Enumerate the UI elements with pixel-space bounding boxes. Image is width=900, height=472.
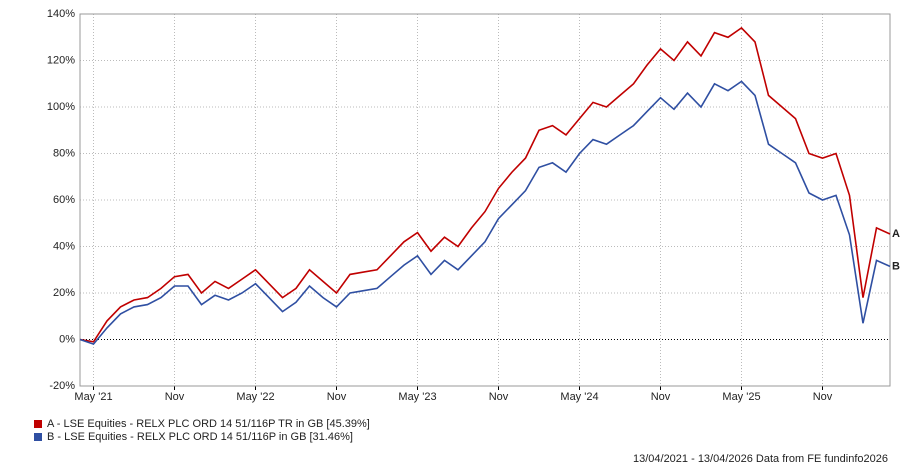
x-tick-label: Nov [813, 391, 833, 403]
x-tick-label: May '22 [236, 391, 274, 403]
series-line [79, 80, 891, 346]
x-tick-label: Nov [165, 391, 185, 403]
legend-swatch [34, 420, 42, 428]
legend-swatch [34, 433, 42, 441]
y-tick-label: -20% [49, 380, 75, 392]
y-tick-label: 0% [59, 333, 75, 345]
x-tick-label: May '23 [398, 391, 436, 403]
y-tick-label: 80% [53, 147, 75, 159]
series-line [79, 26, 891, 343]
footer-note: 13/04/2021 - 13/04/2026 Data from FE fun… [633, 453, 888, 465]
end-label: A [892, 228, 900, 240]
end-label: B [892, 260, 900, 272]
y-tick-label: 100% [47, 101, 75, 113]
x-tick-label: Nov [327, 391, 347, 403]
legend-label: B - LSE Equities - RELX PLC ORD 14 51/11… [47, 431, 353, 443]
plot-frame [79, 13, 891, 387]
y-tick-label: 120% [47, 54, 75, 66]
y-tick-label: 20% [53, 287, 75, 299]
x-tick-label: May '21 [74, 391, 112, 403]
x-tick-label: Nov [651, 391, 671, 403]
legend-label: A - LSE Equities - RELX PLC ORD 14 51/11… [47, 418, 370, 430]
x-tick-label: May '24 [560, 391, 598, 403]
y-tick-label: 60% [53, 194, 75, 206]
x-tick-label: Nov [489, 391, 509, 403]
y-tick-label: 140% [47, 8, 75, 20]
y-tick-label: 40% [53, 240, 75, 252]
x-tick-label: May '25 [722, 391, 760, 403]
